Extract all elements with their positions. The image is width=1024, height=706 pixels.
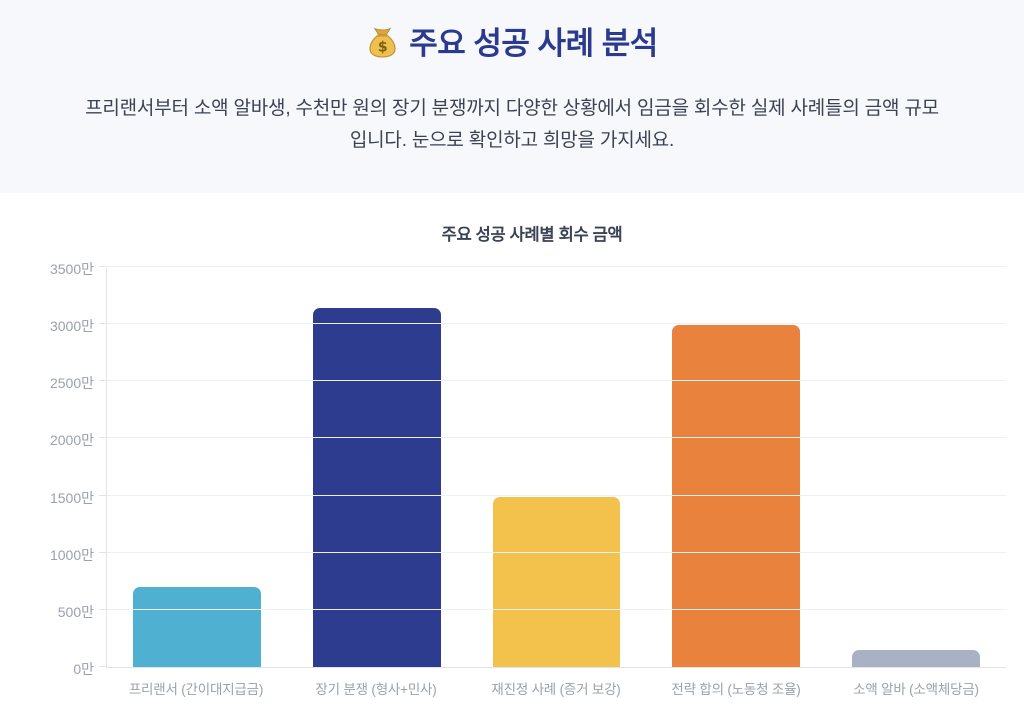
gridline [107, 380, 1006, 382]
money-bag-icon: $ [366, 26, 399, 67]
bar-2 [312, 308, 441, 667]
gridline [107, 437, 1006, 439]
y-tick-label: 500만 [57, 603, 94, 620]
svg-text:$: $ [378, 40, 387, 56]
y-tick-label: 3000만 [49, 318, 94, 335]
header-section: $ 주요 성공 사례 분석 프리랜서부터 소액 알바생, 수천만 원의 장기 분… [0, 0, 1024, 193]
y-tick-mark [99, 266, 107, 267]
page-description: 프리랜서부터 소액 알바생, 수천만 원의 장기 분쟁까지 다양한 상황에서 임… [85, 98, 939, 151]
bar-cell [467, 268, 647, 667]
y-tick-label: 1500만 [49, 489, 94, 506]
chart-title: 주요 성공 사례별 회수 금액 [441, 226, 623, 244]
y-tick-label: 0만 [73, 661, 94, 677]
x-tick-label: 장기 분쟁 (형사+민사) [315, 682, 437, 697]
x-axis: 프리랜서 (간이대지급금) 장기 분쟁 (형사+민사) 재진정 사례 (증거 보강)… [106, 678, 1006, 698]
y-axis: 0만 500만 1000만 1500만 2000만 2500만 3000만 3500만 [0, 261, 94, 677]
page-title: $ 주요 성공 사례 분석 [0, 0, 1024, 67]
x-tick-label: 전략 합의 (노동청 조율) [671, 682, 801, 697]
gridline [107, 608, 1006, 610]
bar-cell [826, 268, 1006, 667]
y-tick-mark [99, 380, 107, 382]
x-tick-label: 재진정 사례 (증거 보강) [491, 682, 621, 697]
y-tick-label: 3500만 [49, 261, 94, 277]
y-tick-mark [99, 608, 107, 610]
y-tick-label: 2000만 [49, 432, 94, 449]
bar-chart-plot [99, 266, 1006, 668]
x-tick-label: 프리랜서 (간이대지급금) [128, 682, 264, 697]
y-tick-label: 2500만 [49, 375, 94, 392]
page-title-text: 주요 성공 사례 분석 [409, 26, 658, 61]
gridline [107, 323, 1006, 325]
y-tick-mark [99, 551, 107, 553]
gridline [107, 494, 1006, 496]
bars-container [107, 268, 1006, 667]
gridline [107, 551, 1006, 553]
y-tick-mark [99, 666, 107, 667]
bar-3 [492, 496, 621, 667]
bar-cell [107, 268, 287, 667]
bar-5 [852, 649, 980, 667]
y-tick-label: 1000만 [49, 546, 94, 563]
bar-1 [133, 587, 261, 667]
y-tick-mark [99, 437, 107, 439]
y-tick-mark [99, 494, 107, 496]
gridline [107, 266, 1006, 267]
bar-4 [672, 325, 801, 667]
bar-cell [287, 268, 467, 667]
y-tick-mark [99, 323, 107, 325]
bar-cell [646, 268, 826, 667]
x-tick-label: 소액 알바 (소액체당금) [853, 682, 979, 697]
